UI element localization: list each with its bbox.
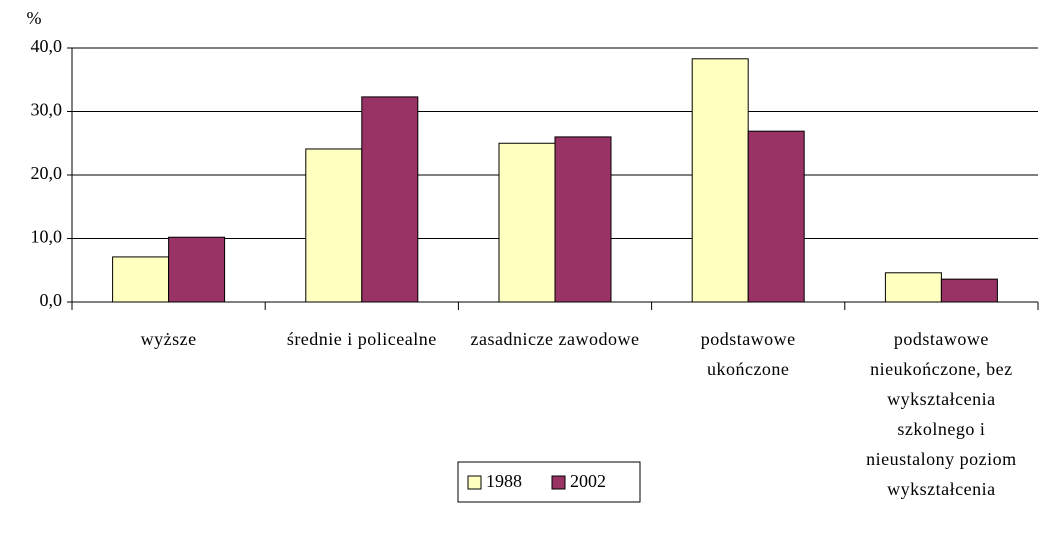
y-axis-label: % — [27, 8, 42, 28]
bar — [361, 96, 419, 303]
legend-swatch — [551, 475, 566, 490]
x-tick-label: wyższe — [140, 329, 197, 349]
y-tick-label: 30,0 — [31, 100, 63, 120]
bar — [112, 256, 170, 303]
x-tick-label: podstawowe nieukończone, bez wykształcen… — [866, 329, 1017, 499]
y-tick-label: 0,0 — [40, 290, 63, 310]
y-tick-label: 20,0 — [31, 163, 63, 183]
x-tick-label: średnie i policealne — [286, 329, 437, 349]
bar — [884, 272, 942, 303]
legend-swatch — [467, 475, 482, 490]
bar — [940, 278, 998, 303]
legend-label: 2002 — [570, 471, 606, 491]
x-tick-label: zasadnicze zawodowe — [470, 329, 640, 349]
bar — [554, 136, 612, 303]
y-tick-label: 40,0 — [31, 36, 63, 56]
y-tick-label: 10,0 — [31, 227, 63, 247]
bar — [691, 58, 749, 303]
bar — [168, 236, 226, 303]
legend-box — [457, 461, 641, 503]
bar — [305, 148, 363, 303]
x-tick-label: podstawowe ukończone — [700, 329, 796, 379]
bar — [498, 142, 556, 303]
bar — [747, 130, 805, 303]
legend-label: 1988 — [486, 471, 522, 491]
